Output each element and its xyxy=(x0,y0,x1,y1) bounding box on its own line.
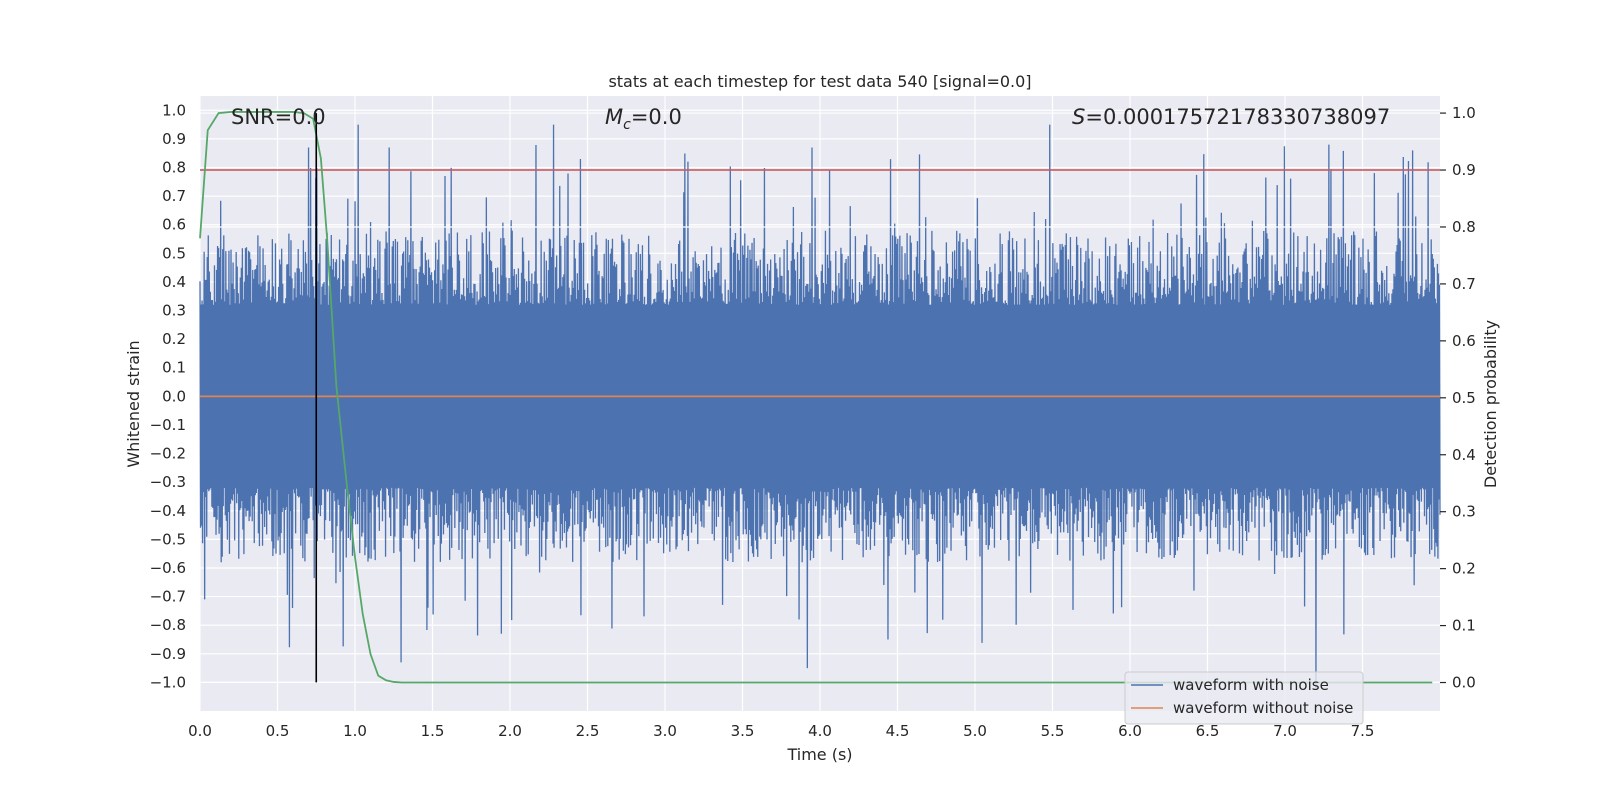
x-tick-label-2-5: 2.5 xyxy=(576,722,600,740)
y-left-tick-label-0-4: 0.4 xyxy=(162,273,186,291)
series-waveform-with-noise xyxy=(199,124,1441,689)
y-left-tick-label-0-1: −0.1 xyxy=(150,416,186,434)
legend-label-waveform-without-noise: waveform without noise xyxy=(1173,699,1353,717)
x-tick-label-5-0: 5.0 xyxy=(963,722,987,740)
y-left-tick-label-1-0: −1.0 xyxy=(150,673,186,691)
y-left-tick-label-0-2: 0.2 xyxy=(162,330,186,348)
x-tick-label-2-0: 2.0 xyxy=(498,722,522,740)
x-tick-label-3-5: 3.5 xyxy=(731,722,755,740)
chirp-mass-annotation: Mc=0.0 xyxy=(605,105,682,133)
y-right-axis-label: Detection probability xyxy=(1481,320,1500,488)
y-right-tick-label-0-1: 0.1 xyxy=(1452,617,1476,635)
legend-box xyxy=(1124,671,1364,725)
x-tick-label-5-5: 5.5 xyxy=(1041,722,1065,740)
x-tick-label-6-0: 6.0 xyxy=(1118,722,1142,740)
y-left-tick-label-0-4: −0.4 xyxy=(150,502,186,520)
y-left-tick-label-0-6: 0.6 xyxy=(162,216,186,234)
y-left-tick-label-0-8: 0.8 xyxy=(162,159,186,177)
x-axis-ticks: 0.0 0.5 1.0 1.5 2.0 2.5 3.0 3.5 4.0 4.5 5.0 5.5 6.0 6… xyxy=(188,722,1374,740)
chirp-mass-value: =0.0 xyxy=(631,105,682,129)
y-right-tick-label-0-3: 0.3 xyxy=(1452,503,1476,521)
y-left-tick-label-0-7: 0.7 xyxy=(162,187,186,205)
x-tick-label-1-5: 1.5 xyxy=(421,722,445,740)
x-tick-label-4-0: 4.0 xyxy=(808,722,832,740)
y-left-tick-label-0-0: 0.0 xyxy=(162,387,186,405)
statistic-annotation: S=0.00017572178330738097 xyxy=(1072,105,1390,129)
y-left-tick-label-0-8: −0.8 xyxy=(150,616,186,634)
x-tick-label-1-0: 1.0 xyxy=(343,722,367,740)
y-right-tick-label-0-0: 0.0 xyxy=(1452,674,1476,692)
snr-annotation: SNR=0.0 xyxy=(231,105,326,129)
y-left-axis-label: Whitened strain xyxy=(124,340,143,467)
y-left-tick-label-0-6: −0.6 xyxy=(150,559,186,577)
legend: waveform with noise waveform without noi… xyxy=(1124,671,1364,725)
x-axis-label: Time (s) xyxy=(786,745,852,764)
y-left-tick-label-0-9: 0.9 xyxy=(162,130,186,148)
x-tick-label-7-0: 7.0 xyxy=(1273,722,1297,740)
y-left-tick-label-0-5: −0.5 xyxy=(150,530,186,548)
y-left-tick-label-0-9: −0.9 xyxy=(150,645,186,663)
y-left-tick-label-0-2: −0.2 xyxy=(150,445,186,463)
legend-label-waveform-with-noise: waveform with noise xyxy=(1173,676,1329,694)
y-right-tick-label-0-8: 0.8 xyxy=(1452,218,1476,236)
chirp-mass-subscript: c xyxy=(623,117,631,133)
y-left-tick-label-0-1: 0.1 xyxy=(162,359,186,377)
y-right-tick-label-0-7: 0.7 xyxy=(1452,275,1476,293)
chart-title: stats at each timestep for test data 540… xyxy=(608,72,1031,91)
chirp-mass-symbol: M xyxy=(605,105,623,129)
y-right-tick-label-0-2: 0.2 xyxy=(1452,560,1476,578)
x-tick-label-3-0: 3.0 xyxy=(653,722,677,740)
y-right-tick-label-0-5: 0.5 xyxy=(1452,389,1476,407)
y-left-axis-ticks: 1.0 0.9 0.8 0.7 0.6 0.5 0.4 0.3 0.2 0.1 0.0 −0.1 −0.… xyxy=(150,101,186,691)
series-detection-probability xyxy=(199,111,1433,684)
y-right-tick-label-0-6: 0.6 xyxy=(1452,332,1476,350)
noise-waveform-line xyxy=(199,124,1441,689)
detection-probability-line xyxy=(199,111,1433,684)
x-tick-label-6-5: 6.5 xyxy=(1196,722,1220,740)
x-tick-label-0-5: 0.5 xyxy=(266,722,290,740)
statistic-value: =0.00017572178330738097 xyxy=(1085,105,1390,129)
y-left-tick-label-0-7: −0.7 xyxy=(150,588,186,606)
y-right-tick-label-0-4: 0.4 xyxy=(1452,446,1476,464)
x-tick-label-0-0: 0.0 xyxy=(188,722,212,740)
y-right-tick-label-1-0: 1.0 xyxy=(1452,104,1476,122)
y-right-axis-ticks: 1.0 0.9 0.8 0.7 0.6 0.5 0.4 0.3 0.2 0.1 0.0 xyxy=(1440,104,1476,692)
statistic-symbol: S xyxy=(1072,105,1085,129)
y-left-tick-label-1-0: 1.0 xyxy=(162,101,186,119)
x-tick-label-7-5: 7.5 xyxy=(1351,722,1375,740)
x-tick-label-4-5: 4.5 xyxy=(886,722,910,740)
y-left-tick-label-0-3: 0.3 xyxy=(162,302,186,320)
y-left-tick-label-0-3: −0.3 xyxy=(150,473,186,491)
y-left-tick-label-0-5: 0.5 xyxy=(162,244,186,262)
y-right-tick-label-0-9: 0.9 xyxy=(1452,161,1476,179)
